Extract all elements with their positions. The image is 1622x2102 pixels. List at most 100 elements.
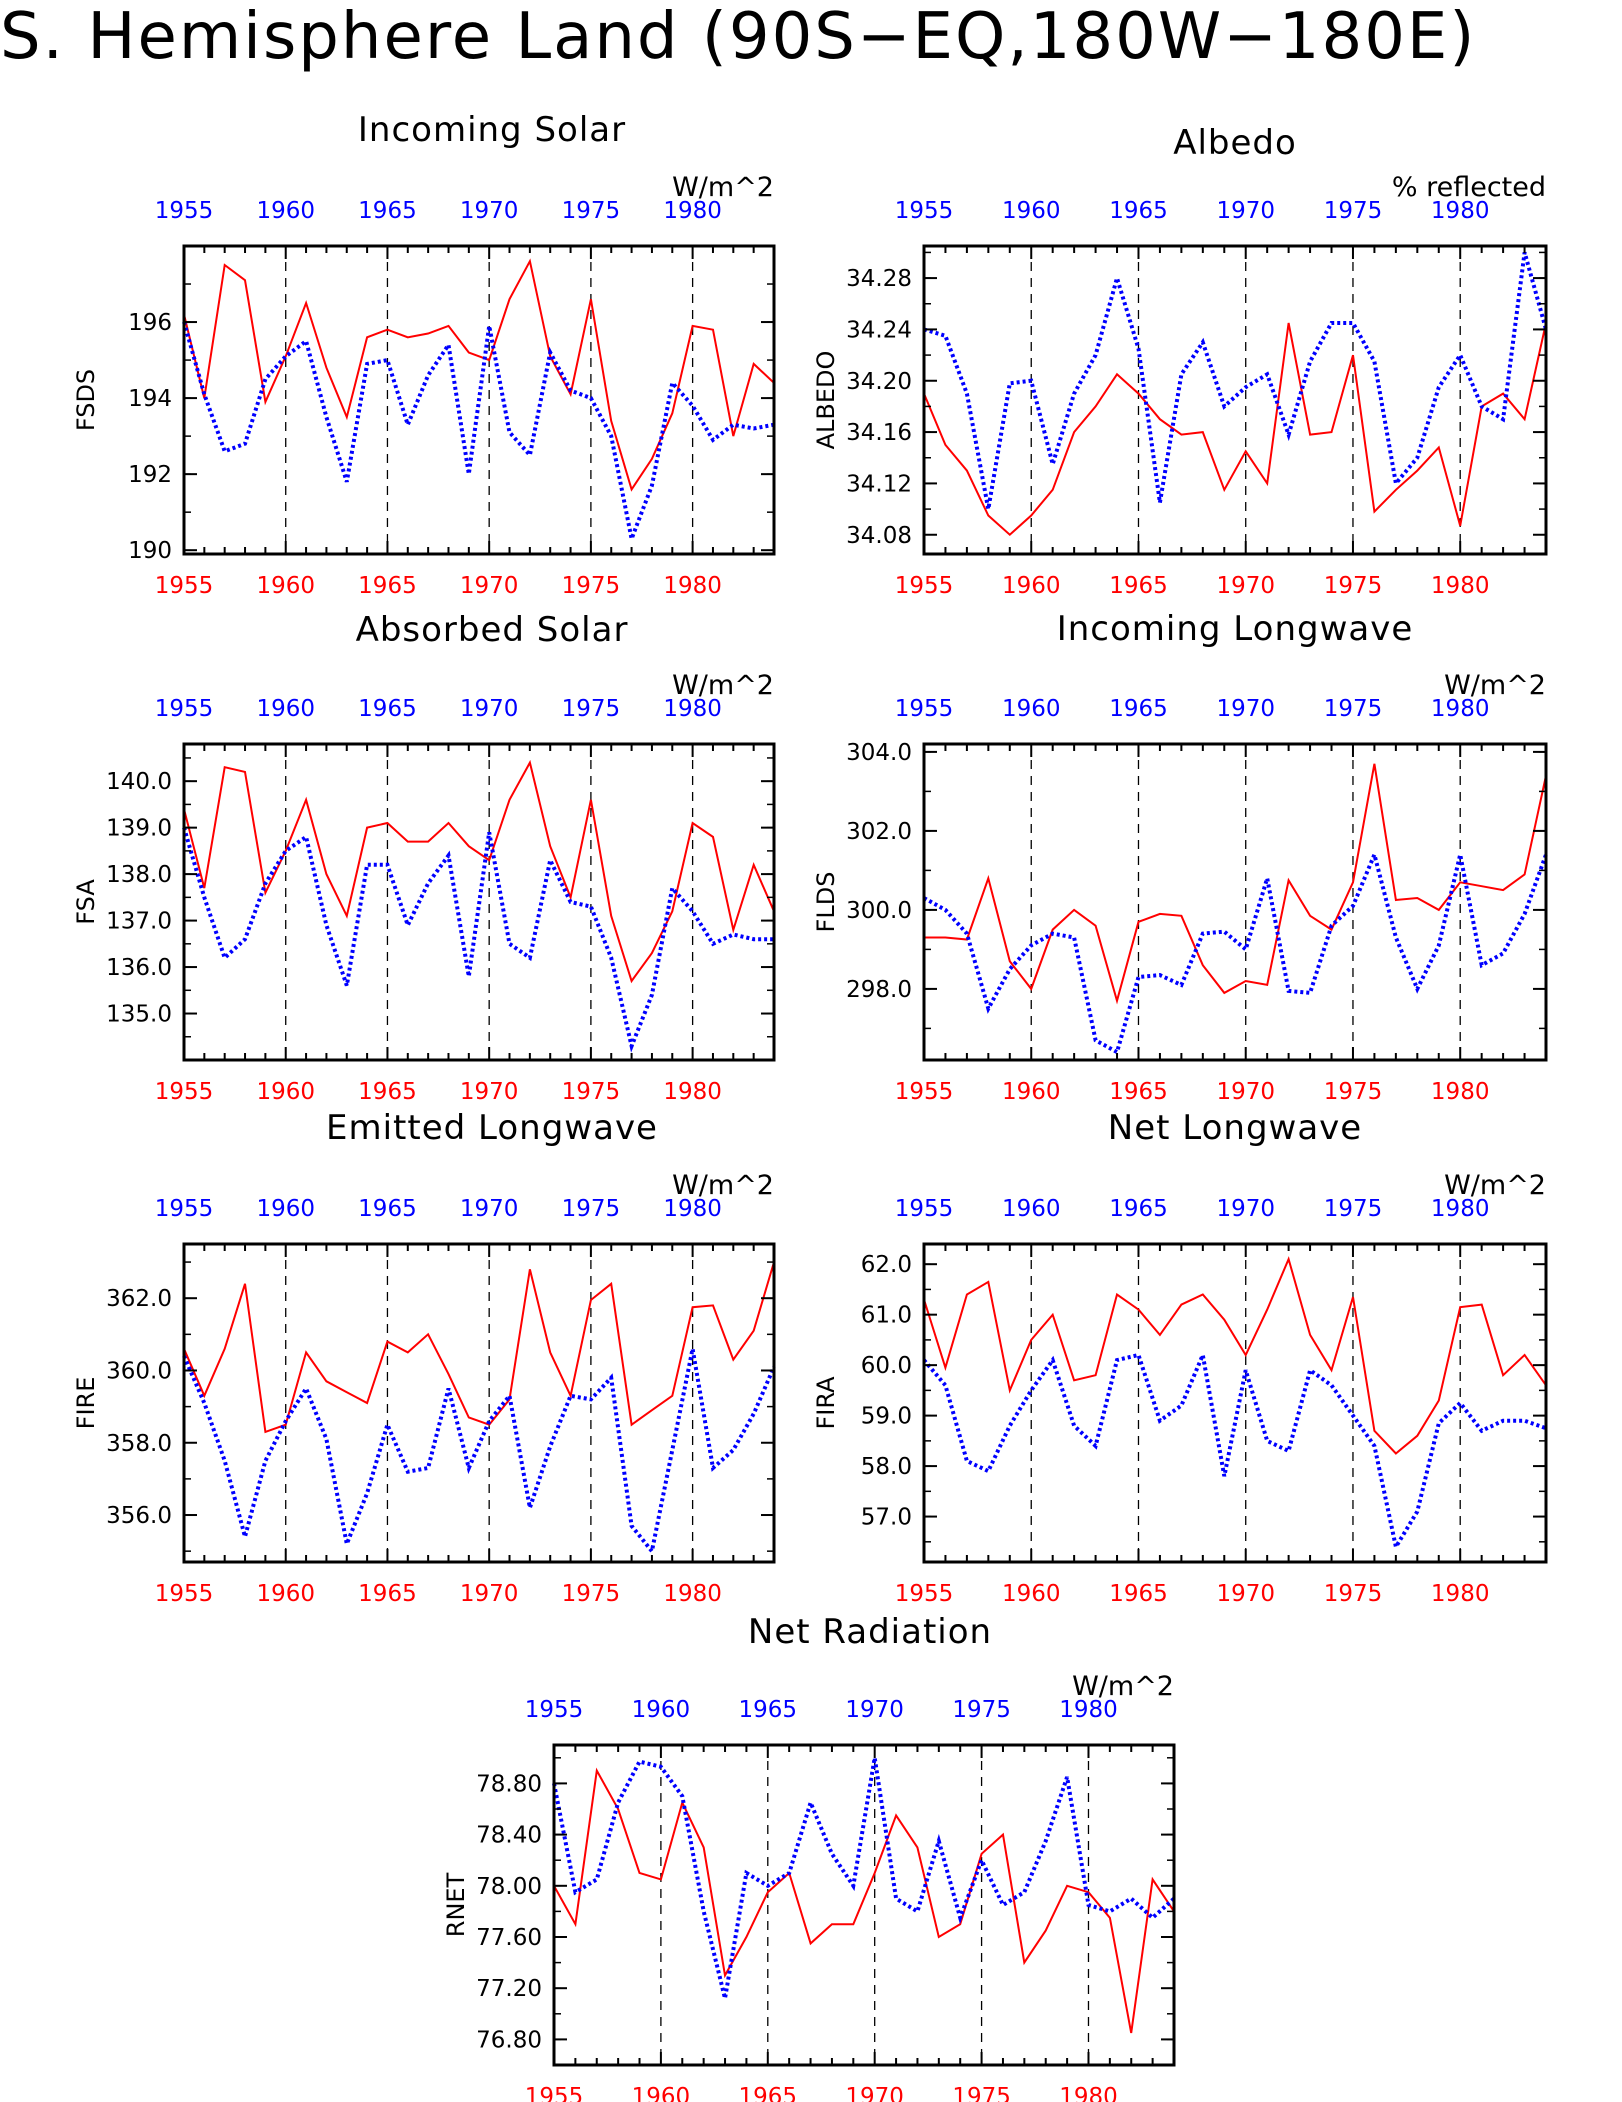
x-tick-label-top: 1975 [952,1697,1011,1723]
x-tick-label-top: 1975 [1324,198,1383,224]
y-tick-label: 304.0 [846,740,912,766]
y-tick-label: 58.0 [861,1454,912,1480]
plot-frame [922,742,1548,1062]
x-tick-label-top: 1960 [1002,1196,1061,1222]
y-tick-label: 34.16 [846,420,912,446]
y-tick-label: 300.0 [846,898,912,924]
x-tick-label-bottom: 1965 [358,1581,417,1607]
x-tick-label-top: 1955 [155,696,214,722]
x-tick-label-bottom: 1955 [155,1079,214,1105]
y-tick-label: 59.0 [861,1404,912,1430]
panel-title: Albedo [1173,123,1297,163]
chart-panel-0: Incoming Solar W/m^2 1955 1960 1965 1970 1975 1… [72,110,776,599]
x-tick-label-top: 1975 [562,1196,621,1222]
panel-title: Absorbed Solar [356,610,629,650]
units-label: W/m^2 [1444,670,1546,701]
y-tick-label: 360.0 [106,1358,172,1384]
units-label: % reflected [1392,172,1546,203]
y-tick-label: 34.24 [846,317,912,343]
x-tick-label-bottom: 1970 [1216,573,1275,599]
y-tick-label: 362.0 [106,1286,172,1312]
y-tick-label: 78.80 [476,1771,542,1797]
x-tick-label-top: 1960 [1002,696,1061,722]
y-tick-label: 34.12 [846,471,912,497]
y-tick-label: 302.0 [846,819,912,845]
x-tick-label-top: 1975 [562,198,621,224]
y-tick-label: 34.08 [846,523,912,549]
x-tick-label-bottom: 1965 [1109,1581,1168,1607]
x-tick-label-bottom: 1960 [1002,573,1061,599]
x-tick-label-bottom: 1960 [256,1079,315,1105]
series-line-red [923,322,1547,537]
y-tick-label: 57.0 [861,1505,912,1531]
y-tick-label: 356.0 [106,1503,172,1529]
x-tick-label-top: 1970 [845,1697,904,1723]
x-tick-label-top: 1965 [358,696,417,722]
y-axis-label: FSA [72,879,100,925]
x-tick-label-bottom: 1970 [460,1581,519,1607]
x-tick-label-bottom: 1980 [1431,1581,1490,1607]
panel-title: Incoming Solar [358,110,626,150]
panel-title: Net Radiation [748,1612,992,1652]
chart-panel-5: Net Longwave W/m^2 1955 1960 1965 1970 1975 198… [812,1108,1548,1607]
x-tick-label-top: 1965 [1109,198,1168,224]
x-tick-label-top: 1980 [663,1196,722,1222]
y-tick-label: 137.0 [106,909,172,935]
y-tick-label: 135.0 [106,1002,172,1028]
x-tick-label-bottom: 1980 [1059,2084,1118,2102]
series-line-red [183,1261,775,1434]
y-tick-label: 140.0 [106,769,172,795]
figure-title: S. Hemisphere Land (90S−EQ,180W−180E) [0,0,1477,74]
y-tick-label: 78.00 [476,1874,542,1900]
x-tick-label-bottom: 1955 [155,1581,214,1607]
x-tick-label-top: 1955 [895,1196,954,1222]
x-tick-label-bottom: 1975 [1324,573,1383,599]
x-tick-label-bottom: 1975 [562,1581,621,1607]
x-tick-label-top: 1965 [1109,1196,1168,1222]
x-tick-label-bottom: 1980 [663,573,722,599]
x-tick-label-top: 1955 [155,198,214,224]
y-tick-label: 358.0 [106,1431,172,1457]
chart-panel-1: Albedo % reflected 1955 1960 1965 1970 1975 198… [812,123,1548,599]
y-axis-label: RNET [442,1872,470,1937]
x-tick-label-bottom: 1970 [1216,1581,1275,1607]
y-tick-label: 78.40 [476,1823,542,1849]
series-line-red [553,1767,1175,2034]
x-tick-label-bottom: 1975 [562,573,621,599]
units-label: W/m^2 [672,1170,774,1201]
x-tick-label-top: 1975 [562,696,621,722]
x-tick-label-bottom: 1960 [1002,1581,1061,1607]
series-line-red [923,1256,1547,1455]
x-tick-label-top: 1975 [1324,1196,1383,1222]
y-tick-label: 194 [128,386,172,412]
chart-panel-2: Absorbed Solar W/m^2 1955 1960 1965 1970 1975 1… [72,610,776,1105]
y-tick-label: 138.0 [106,862,172,888]
x-tick-label-top: 1965 [358,198,417,224]
x-tick-label-top: 1960 [256,1196,315,1222]
x-tick-label-bottom: 1970 [460,573,519,599]
x-tick-label-bottom: 1955 [525,2084,584,2102]
panel-title: Emitted Longwave [326,1108,658,1148]
series-line-blue [552,1757,1176,1999]
chart-panel-4: Emitted Longwave W/m^2 1955 1960 1965 1970 197… [72,1108,776,1607]
plot-frame [182,742,776,1062]
units-label: W/m^2 [1444,1170,1546,1201]
x-tick-label-bottom: 1965 [739,2084,798,2102]
x-tick-label-top: 1980 [1431,1196,1490,1222]
x-tick-label-top: 1960 [256,696,315,722]
y-tick-label: 77.20 [476,1976,542,2002]
x-tick-label-bottom: 1970 [845,2084,904,2102]
series-line-blue [182,1348,776,1556]
x-tick-label-bottom: 1960 [256,573,315,599]
x-tick-label-top: 1955 [895,696,954,722]
y-tick-label: 298.0 [846,977,912,1003]
x-tick-label-top: 1960 [1002,198,1061,224]
x-tick-label-bottom: 1960 [256,1581,315,1607]
plot-frame [182,244,776,556]
x-tick-label-top: 1980 [1431,198,1490,224]
units-label: W/m^2 [672,670,774,701]
y-axis-label: FIRE [72,1377,100,1430]
chart-panel-6: Net Radiation W/m^2 1955 1960 1965 1970 1975 19… [442,1612,1176,2102]
y-tick-label: 77.60 [476,1925,542,1951]
